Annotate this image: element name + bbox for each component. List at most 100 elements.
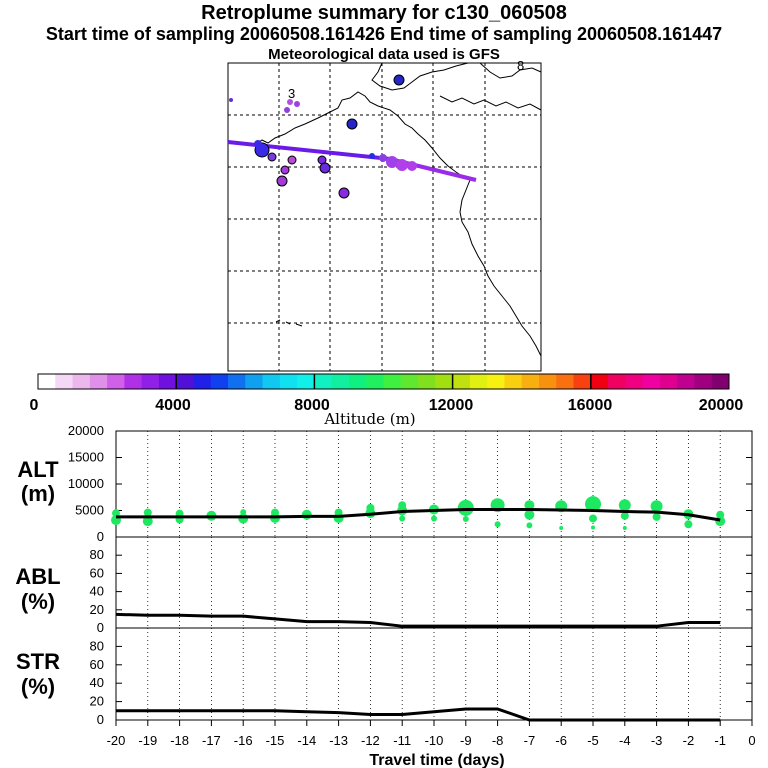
panel-frame <box>115 627 753 721</box>
abl-panel-label: ABL <box>15 564 60 589</box>
altitude-scatter-point <box>301 509 312 520</box>
colorbar-swatch <box>245 374 264 389</box>
y-tick-label: 60 <box>90 657 104 672</box>
colorbar-swatch <box>608 374 626 389</box>
x-tick-label: -7 <box>524 733 536 748</box>
colorbar-swatch <box>538 374 557 389</box>
colorbar-swatch <box>590 374 609 389</box>
altitude-scatter-point <box>457 499 474 516</box>
coastlines <box>254 62 542 357</box>
sampling-time-subtitle: Start time of sampling 20060508.161426 E… <box>45 24 723 44</box>
x-tick-label: -12 <box>361 733 380 748</box>
colorbar-swatch <box>89 374 108 389</box>
y-tick-label: 20 <box>90 602 104 617</box>
time-series-panels: 20000 15000 10000 5000 0 80 60 40 20 0 80 60 40 20 0 <box>68 423 753 727</box>
colorbar-swatch <box>314 374 333 389</box>
x-tick-label: -4 <box>619 733 631 748</box>
x-axis-ticks: -20 -19 -18 -17 -16 -15 -14 -13 -12 -11 -10 -9 -8 -7-… <box>107 720 756 748</box>
altitude-scatter-point <box>142 516 153 527</box>
x-tick-label: -17 <box>202 733 221 748</box>
y-tick-label: 40 <box>90 584 104 599</box>
altitude-scatter-point <box>240 509 247 516</box>
altitude-scatter-point <box>652 512 661 521</box>
colorbar-swatch <box>694 374 713 389</box>
x-tick-label: -9 <box>460 733 472 748</box>
colorbar-swatch <box>38 374 56 389</box>
colorbar-swatch <box>366 374 384 389</box>
x-tick-label: -13 <box>329 733 348 748</box>
colorbar-swatch <box>72 374 91 389</box>
altitude-scatter-point <box>399 515 406 522</box>
colorbar-tick: 0 <box>30 397 39 414</box>
map-panel: 3 8 <box>227 58 542 372</box>
colorbar-tick: 16000 <box>568 397 613 414</box>
y-tick-label: 10000 <box>68 476 104 491</box>
x-tick-label: -16 <box>234 733 253 748</box>
colorbar-swatch <box>297 374 315 389</box>
y-tick-label: 80 <box>90 638 104 653</box>
altitude-scatter-point <box>398 501 407 510</box>
colorbar-swatch <box>677 374 695 389</box>
altitude-scatter-point <box>524 500 535 511</box>
colorbar-tick: 12000 <box>429 397 474 414</box>
series-line-2 <box>116 707 721 722</box>
x-tick-label: -6 <box>555 733 567 748</box>
colorbar-swatch <box>193 374 212 389</box>
colorbar-swatch <box>469 374 488 389</box>
x-tick-label: -2 <box>683 733 695 748</box>
y-tick-label: 20 <box>90 694 104 709</box>
chart-title: Retroplume summary for c130_060508 <box>201 2 567 24</box>
altitude-scatter-point <box>462 515 469 522</box>
colorbar-swatch <box>348 374 367 389</box>
series-line-0 <box>116 507 721 522</box>
series-line-1 <box>115 612 721 628</box>
colorbar-swatch <box>176 374 194 389</box>
str-panel-label: STR <box>16 649 60 674</box>
y-tick-label: 80 <box>90 547 104 562</box>
altitude-scatter-point <box>684 520 693 529</box>
altitude-scatter-point <box>143 508 152 517</box>
colorbar-swatch <box>452 374 471 389</box>
altitude-scatter-point <box>591 525 595 530</box>
colorbar-tick: 20000 <box>699 397 744 414</box>
colorbar-swatch <box>279 374 298 389</box>
colorbar-swatch <box>383 374 402 389</box>
x-tick-label: -3 <box>651 733 663 748</box>
altitude-scatter-point <box>716 510 725 519</box>
alt-panel-label: ALT <box>17 457 59 482</box>
y-tick-label: 40 <box>90 675 104 690</box>
colorbar-swatch <box>625 374 644 389</box>
colorbar-label: Altitude (m) <box>323 410 415 428</box>
colorbar-swatch <box>642 374 661 389</box>
str-panel-unit: (%) <box>21 674 55 699</box>
map-lat-label: 3 <box>288 86 295 101</box>
x-tick-label: -8 <box>492 733 504 748</box>
altitude-scatter-point <box>334 508 343 517</box>
altitude-scatter-point <box>585 496 601 513</box>
colorbar-swatch <box>262 374 281 389</box>
colorbar-swatch <box>435 374 454 389</box>
met-data-subtitle: Meteorological data used is GFS <box>268 46 500 63</box>
x-tick-label: -5 <box>587 733 599 748</box>
altitude-scatter-point <box>589 514 597 523</box>
colorbar-swatch <box>556 374 575 389</box>
y-tick-label: 60 <box>90 565 104 580</box>
y-tick-label: 0 <box>97 529 104 544</box>
altitude-scatter-point <box>431 515 437 522</box>
colorbar-swatch <box>487 374 505 389</box>
x-tick-label: 0 <box>748 733 755 748</box>
colorbar-swatch <box>521 374 540 389</box>
colorbar-swatch <box>573 374 592 389</box>
colorbar-tick: 8000 <box>294 397 330 414</box>
x-tick-label: -15 <box>266 733 285 748</box>
colorbar-swatch <box>141 374 160 389</box>
x-tick-label: -14 <box>297 733 316 748</box>
altitude-scatter-point <box>494 521 501 528</box>
panel-frame <box>115 536 753 629</box>
altitude-scatter-point <box>622 525 627 530</box>
altitude-scatter-point <box>618 499 631 512</box>
plume-markers <box>229 74 417 199</box>
y-tick-label: 0 <box>97 620 104 635</box>
x-tick-label: -1 <box>714 733 726 748</box>
